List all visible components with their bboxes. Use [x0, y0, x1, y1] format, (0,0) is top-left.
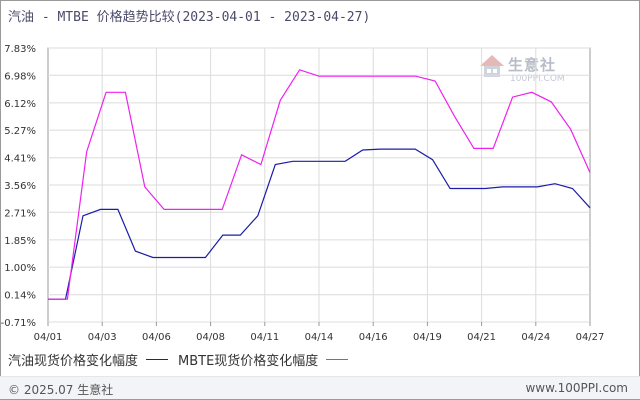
- copyright-text: © 2025.07 生意社: [8, 383, 114, 397]
- site-link[interactable]: www.100PPI.com: [525, 381, 628, 395]
- y-tick-label: 6.12%: [4, 99, 36, 110]
- legend: 汽油现货价格变化幅度 MBTE现货价格变化幅度: [8, 350, 358, 369]
- series-line-2: [48, 69, 591, 300]
- x-tick-label: 04/21: [467, 332, 496, 343]
- x-tick-label: 04/14: [305, 332, 334, 343]
- y-tick-label: 6.98%: [4, 71, 36, 82]
- y-tick-label: 4.41%: [4, 154, 36, 165]
- watermark-logo: 生意社 100PPI.COM: [478, 52, 578, 92]
- x-tick-label: 04/06: [142, 332, 171, 343]
- y-tick-label: 5.27%: [4, 126, 36, 137]
- x-tick-label: 04/16: [359, 332, 388, 343]
- y-tick-label: 1.00%: [4, 263, 36, 274]
- y-tick-label: 0.14%: [4, 291, 36, 302]
- y-tick-label: 2.71%: [4, 208, 36, 219]
- y-tick-label: 3.56%: [4, 181, 36, 192]
- watermark-sub: 100PPI.COM: [510, 74, 565, 84]
- x-tick-label: 04/03: [88, 332, 117, 343]
- x-tick-label: 04/27: [576, 332, 605, 343]
- legend-label-series1: 汽油现货价格变化幅度: [8, 354, 139, 369]
- legend-swatch-series1: [146, 359, 169, 360]
- chart-title: 汽油 - MTBE 价格趋势比较(2023-04-01 - 2023-04-27…: [8, 10, 371, 25]
- y-tick-label: 7.83%: [4, 44, 36, 55]
- legend-swatch-series2: [326, 359, 349, 360]
- x-tick-label: 04/19: [413, 332, 442, 343]
- x-tick-label: 04/24: [521, 332, 550, 343]
- legend-label-series2: MBTE现货价格变化幅度: [178, 354, 319, 369]
- watermark-name: 生意社: [508, 56, 557, 74]
- x-tick-label: 04/08: [196, 332, 225, 343]
- house-icon: [480, 55, 504, 77]
- x-tick-label: 04/01: [34, 332, 63, 343]
- y-tick-label: 1.85%: [4, 236, 36, 247]
- footer: © 2025.07 生意社 www.100PPI.com: [0, 376, 640, 399]
- series-line-1: [48, 148, 591, 300]
- y-tick-label: -0.71%: [1, 318, 36, 329]
- x-tick-label: 04/11: [250, 332, 279, 343]
